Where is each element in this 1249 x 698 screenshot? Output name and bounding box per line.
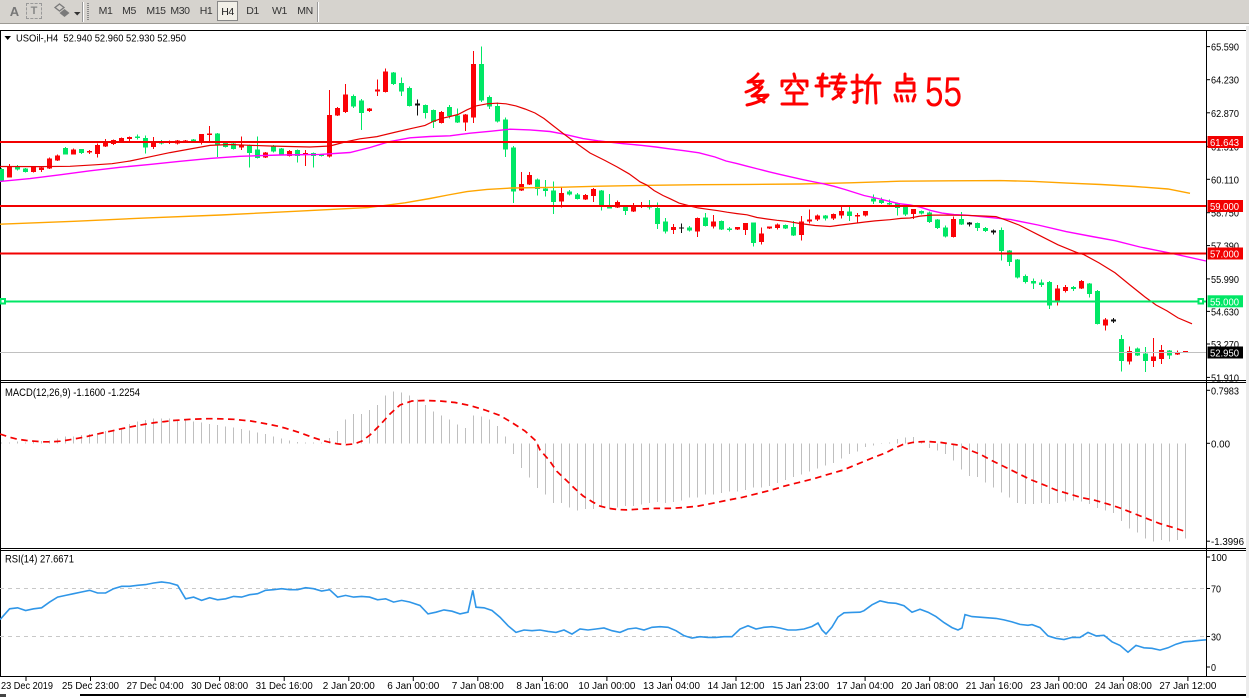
svg-text:0.7983: 0.7983 [1211,385,1239,397]
svg-text:70: 70 [1211,584,1221,596]
svg-text:60.110: 60.110 [1211,174,1239,186]
svg-text:30 Dec 08:00: 30 Dec 08:00 [191,680,248,692]
svg-text:27 Jan 12:00: 27 Jan 12:00 [1159,680,1216,692]
svg-text:0: 0 [1211,662,1216,674]
svg-text:25 Dec 23:00: 25 Dec 23:00 [62,680,119,692]
svg-text:24 Jan 08:00: 24 Jan 08:00 [1095,680,1152,692]
svg-text:USOil-,H4 52.940 52.960 52.93: USOil-,H4 52.940 52.960 52.930 52.950 [16,34,186,45]
svg-text:23 Jan 00:00: 23 Jan 00:00 [1030,680,1087,692]
svg-text:7 Jan 08:00: 7 Jan 08:00 [452,680,504,692]
svg-text:54.630: 54.630 [1211,306,1239,318]
svg-text:20 Jan 08:00: 20 Jan 08:00 [901,680,958,692]
svg-text:27 Dec 04:00: 27 Dec 04:00 [127,680,184,692]
svg-text:64.230: 64.230 [1211,75,1239,87]
svg-text:RSI(14) 27.6671: RSI(14) 27.6671 [5,554,74,566]
svg-text:14 Jan 12:00: 14 Jan 12:00 [708,680,765,692]
svg-text:100: 100 [1211,552,1227,564]
svg-text:30: 30 [1211,632,1221,644]
svg-text:31 Dec 16:00: 31 Dec 16:00 [256,680,313,692]
svg-text:MACD(12,26,9) -1.1600 -1.2254: MACD(12,26,9) -1.1600 -1.2254 [5,387,140,399]
svg-text:55: 55 [925,68,962,115]
svg-text:61.643: 61.643 [1210,137,1239,149]
svg-text:62.870: 62.870 [1211,108,1239,120]
svg-text:57.000: 57.000 [1210,249,1239,261]
svg-text:52.950: 52.950 [1210,348,1239,360]
svg-text:21 Jan 16:00: 21 Jan 16:00 [966,680,1023,692]
svg-text:23 Dec 2019: 23 Dec 2019 [1,680,53,692]
svg-text:-1.3996: -1.3996 [1211,536,1244,548]
svg-text:17 Jan 04:00: 17 Jan 04:00 [837,680,894,692]
svg-text:6 Jan 00:00: 6 Jan 00:00 [387,680,439,692]
svg-text:0.00: 0.00 [1211,438,1230,450]
svg-text:55.000: 55.000 [1210,296,1239,308]
svg-text:55.990: 55.990 [1211,274,1239,286]
svg-text:13 Jan 04:00: 13 Jan 04:00 [643,680,700,692]
svg-text:65.590: 65.590 [1211,42,1239,54]
svg-text:15 Jan 23:00: 15 Jan 23:00 [772,680,829,692]
svg-text:59.000: 59.000 [1210,201,1239,213]
svg-text:51.910: 51.910 [1211,372,1239,384]
svg-text:10 Jan 00:00: 10 Jan 00:00 [578,680,635,692]
svg-text:2 Jan 20:00: 2 Jan 20:00 [323,680,375,692]
svg-text:8 Jan 16:00: 8 Jan 16:00 [516,680,568,692]
